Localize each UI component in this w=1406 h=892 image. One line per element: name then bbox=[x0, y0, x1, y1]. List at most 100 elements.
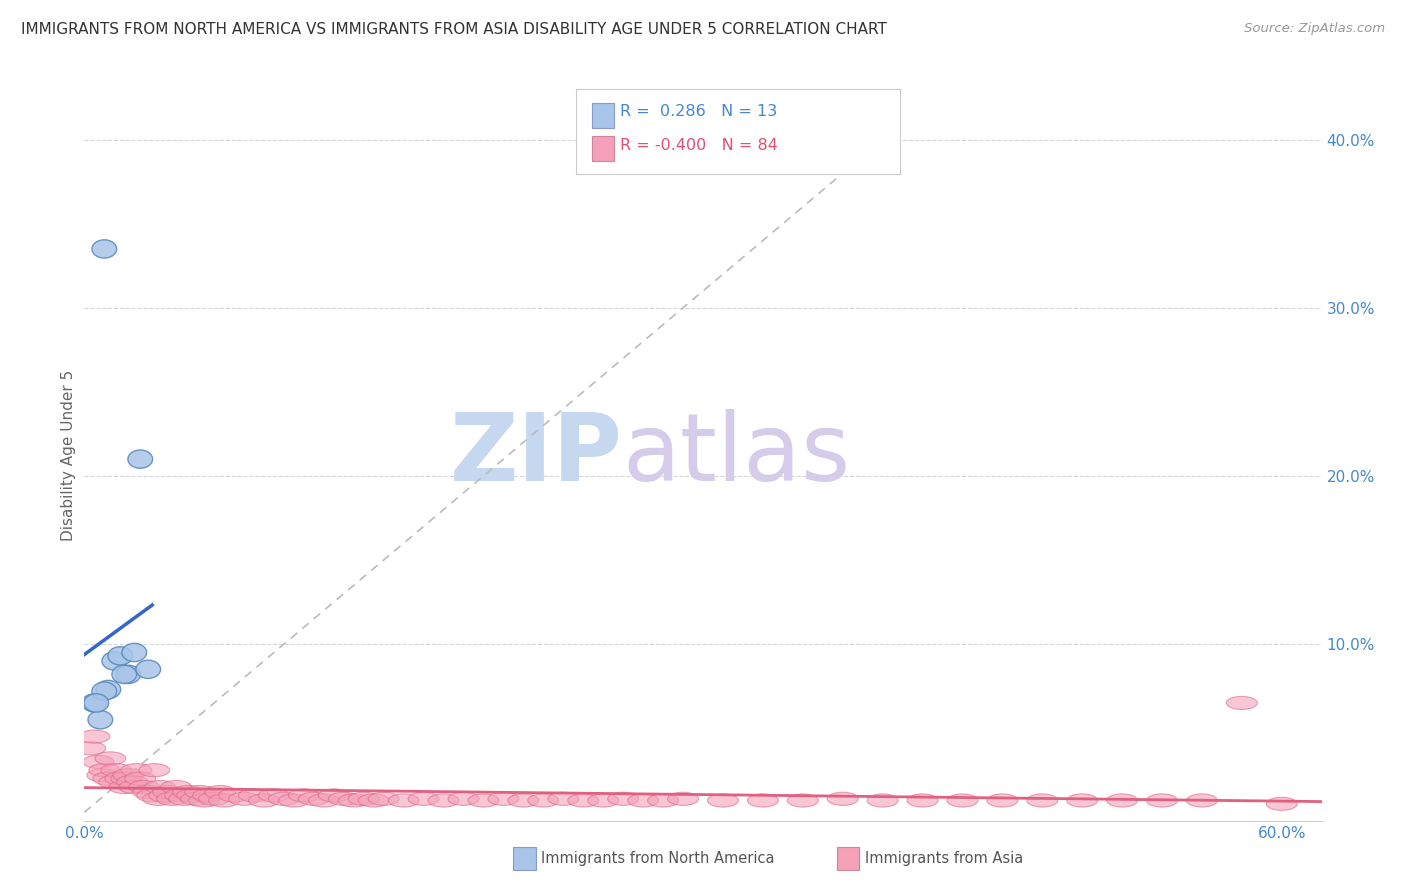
Ellipse shape bbox=[249, 794, 280, 807]
Ellipse shape bbox=[89, 764, 120, 777]
Ellipse shape bbox=[488, 792, 519, 805]
Ellipse shape bbox=[128, 450, 153, 468]
Ellipse shape bbox=[368, 792, 399, 805]
Ellipse shape bbox=[298, 792, 329, 805]
Ellipse shape bbox=[1026, 794, 1057, 807]
Ellipse shape bbox=[180, 792, 211, 805]
Ellipse shape bbox=[160, 780, 191, 794]
Ellipse shape bbox=[83, 756, 114, 768]
Ellipse shape bbox=[408, 792, 439, 805]
Ellipse shape bbox=[668, 792, 699, 805]
Ellipse shape bbox=[112, 665, 136, 683]
Text: Source: ZipAtlas.com: Source: ZipAtlas.com bbox=[1244, 22, 1385, 36]
Ellipse shape bbox=[329, 792, 360, 805]
Ellipse shape bbox=[132, 786, 163, 798]
Ellipse shape bbox=[748, 794, 779, 807]
Ellipse shape bbox=[987, 794, 1018, 807]
Ellipse shape bbox=[115, 665, 141, 683]
Ellipse shape bbox=[169, 792, 200, 805]
Ellipse shape bbox=[198, 792, 229, 805]
Ellipse shape bbox=[91, 682, 117, 700]
Ellipse shape bbox=[388, 794, 419, 807]
Ellipse shape bbox=[318, 789, 349, 802]
Ellipse shape bbox=[105, 772, 136, 785]
Ellipse shape bbox=[868, 794, 898, 807]
Ellipse shape bbox=[259, 789, 290, 802]
Ellipse shape bbox=[359, 794, 389, 807]
Ellipse shape bbox=[98, 775, 129, 789]
Ellipse shape bbox=[118, 780, 149, 794]
Ellipse shape bbox=[125, 772, 156, 785]
Ellipse shape bbox=[108, 647, 132, 665]
Ellipse shape bbox=[108, 780, 139, 794]
Ellipse shape bbox=[1107, 794, 1137, 807]
Ellipse shape bbox=[1146, 794, 1177, 807]
Ellipse shape bbox=[173, 786, 204, 798]
Ellipse shape bbox=[91, 240, 117, 258]
Text: Immigrants from Asia: Immigrants from Asia bbox=[865, 851, 1024, 865]
Ellipse shape bbox=[229, 792, 260, 805]
Ellipse shape bbox=[117, 775, 148, 789]
Ellipse shape bbox=[278, 794, 309, 807]
Y-axis label: Disability Age Under 5: Disability Age Under 5 bbox=[60, 369, 76, 541]
Ellipse shape bbox=[193, 789, 224, 802]
Ellipse shape bbox=[79, 730, 110, 743]
Ellipse shape bbox=[89, 711, 112, 729]
Ellipse shape bbox=[288, 789, 319, 802]
Ellipse shape bbox=[145, 780, 176, 794]
Ellipse shape bbox=[568, 794, 599, 807]
Ellipse shape bbox=[1187, 794, 1218, 807]
Ellipse shape bbox=[588, 794, 619, 807]
Ellipse shape bbox=[269, 792, 299, 805]
Ellipse shape bbox=[607, 792, 638, 805]
Ellipse shape bbox=[94, 752, 125, 765]
Ellipse shape bbox=[129, 780, 160, 794]
Ellipse shape bbox=[111, 772, 142, 785]
Ellipse shape bbox=[136, 789, 167, 802]
Text: R =  0.286   N = 13: R = 0.286 N = 13 bbox=[620, 104, 778, 120]
Ellipse shape bbox=[188, 794, 219, 807]
Ellipse shape bbox=[787, 794, 818, 807]
Ellipse shape bbox=[82, 694, 107, 712]
Ellipse shape bbox=[308, 794, 339, 807]
Ellipse shape bbox=[427, 794, 458, 807]
Ellipse shape bbox=[121, 764, 152, 777]
Ellipse shape bbox=[218, 789, 249, 802]
Ellipse shape bbox=[1067, 794, 1098, 807]
Ellipse shape bbox=[827, 792, 858, 805]
Ellipse shape bbox=[349, 792, 380, 805]
Ellipse shape bbox=[96, 681, 121, 698]
Ellipse shape bbox=[648, 794, 679, 807]
Ellipse shape bbox=[87, 769, 118, 781]
Text: ZIP: ZIP bbox=[450, 409, 623, 501]
Ellipse shape bbox=[1267, 797, 1298, 811]
Ellipse shape bbox=[75, 742, 105, 755]
Ellipse shape bbox=[112, 769, 143, 781]
Ellipse shape bbox=[136, 660, 160, 679]
Ellipse shape bbox=[177, 789, 208, 802]
Ellipse shape bbox=[101, 764, 132, 777]
Ellipse shape bbox=[101, 652, 127, 670]
Text: IMMIGRANTS FROM NORTH AMERICA VS IMMIGRANTS FROM ASIA DISABILITY AGE UNDER 5 COR: IMMIGRANTS FROM NORTH AMERICA VS IMMIGRA… bbox=[21, 22, 887, 37]
Text: Immigrants from North America: Immigrants from North America bbox=[541, 851, 775, 865]
Ellipse shape bbox=[527, 794, 558, 807]
Ellipse shape bbox=[205, 786, 236, 798]
Ellipse shape bbox=[339, 794, 370, 807]
Ellipse shape bbox=[184, 786, 215, 798]
Ellipse shape bbox=[156, 792, 187, 805]
Text: atlas: atlas bbox=[623, 409, 851, 501]
Ellipse shape bbox=[165, 789, 195, 802]
Ellipse shape bbox=[627, 794, 658, 807]
Ellipse shape bbox=[449, 792, 479, 805]
Ellipse shape bbox=[1226, 697, 1257, 709]
Ellipse shape bbox=[707, 794, 738, 807]
Ellipse shape bbox=[139, 764, 170, 777]
Text: R = -0.400   N = 84: R = -0.400 N = 84 bbox=[620, 138, 778, 153]
Ellipse shape bbox=[149, 789, 180, 802]
Ellipse shape bbox=[508, 794, 538, 807]
Ellipse shape bbox=[208, 794, 239, 807]
Ellipse shape bbox=[153, 786, 184, 798]
Ellipse shape bbox=[468, 794, 499, 807]
Ellipse shape bbox=[84, 694, 108, 712]
Ellipse shape bbox=[907, 794, 938, 807]
